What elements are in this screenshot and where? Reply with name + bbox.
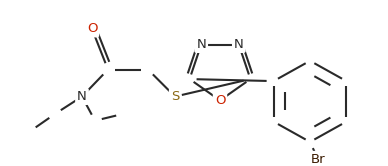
Text: O: O <box>87 22 97 36</box>
Text: N: N <box>234 38 244 51</box>
Text: O: O <box>215 94 225 107</box>
Text: S: S <box>171 90 179 103</box>
Text: N: N <box>196 38 206 51</box>
Text: N: N <box>77 90 87 103</box>
Text: Br: Br <box>311 153 325 166</box>
